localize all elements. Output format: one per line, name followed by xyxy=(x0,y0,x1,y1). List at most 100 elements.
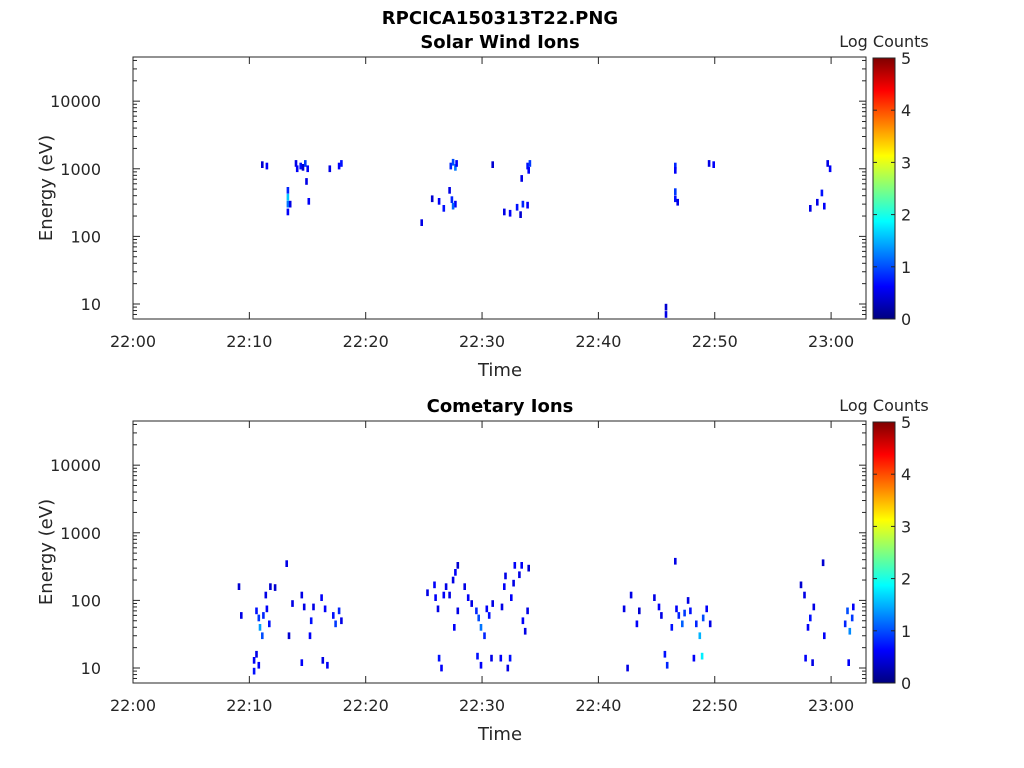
heatmap-cell-solar-wind-25 xyxy=(455,160,458,167)
heatmap-cell-cometary-99 xyxy=(708,620,712,628)
heatmap-cell-solar-wind-49 xyxy=(712,161,715,168)
colorbar-ticks-cometary: 0 1 2 3 4 5 xyxy=(873,413,911,693)
heatmap-cell-solar-wind-43 xyxy=(674,162,677,170)
heatmap-cell-cometary-76 xyxy=(626,664,629,672)
heatmap-cell-cometary-114 xyxy=(852,603,855,611)
heatmap-cell-solar-wind-51 xyxy=(816,198,819,206)
heatmap-cell-cometary-111 xyxy=(848,627,852,635)
colorbar-cometary xyxy=(872,421,896,684)
heatmap-cell-cometary-60 xyxy=(499,654,503,662)
colorbar-tick-label-cometary-3: 3 xyxy=(901,517,911,536)
heatmap-cells-cometary xyxy=(237,557,855,675)
heatmap-cell-cometary-71 xyxy=(521,617,525,625)
plot-frame-solar-wind xyxy=(132,56,867,320)
heatmap-cell-cometary-0 xyxy=(237,583,241,590)
heatmap-cell-solar-wind-20 xyxy=(437,198,441,205)
colorbar-ticks-solar-wind: 0 1 2 3 4 5 xyxy=(873,49,911,329)
heatmap-cell-solar-wind-21 xyxy=(442,205,446,212)
heatmap-cell-solar-wind-17 xyxy=(340,160,343,167)
heatmap-cell-cometary-69 xyxy=(518,571,521,579)
heatmap-cell-cometary-8 xyxy=(258,624,262,631)
heatmap-cell-solar-wind-14 xyxy=(307,198,311,205)
heatmap-cell-cometary-53 xyxy=(476,652,479,660)
y-axis-label-cometary: Energy (eV) xyxy=(36,499,57,605)
heatmap-cell-cometary-54 xyxy=(479,661,483,669)
colorbar-solar-wind xyxy=(872,57,896,320)
heatmap-cell-solar-wind-13 xyxy=(305,178,308,185)
heatmap-cell-cometary-40 xyxy=(444,583,448,590)
heatmap-cell-cometary-14 xyxy=(269,583,272,590)
heatmap-cell-cometary-3 xyxy=(252,667,256,675)
heatmap-cell-cometary-89 xyxy=(681,620,684,628)
heatmap-cell-solar-wind-33 xyxy=(528,160,532,167)
heatmap-cell-cometary-91 xyxy=(686,597,690,604)
y-axis-cometary: 10 100 1000 10000 xyxy=(50,423,866,684)
heatmap-cell-cometary-18 xyxy=(291,600,294,607)
heatmap-cell-solar-wind-2 xyxy=(286,187,290,194)
x-tick-label-cometary-2: 22:20 xyxy=(343,696,389,715)
heatmap-cell-cometary-51 xyxy=(477,614,480,622)
heatmap-cell-cometary-73 xyxy=(526,607,529,615)
colorbar-label-solar-wind: Log Counts xyxy=(839,32,929,51)
x-tick-label-solar-wind-0: 22:00 xyxy=(110,332,156,351)
plot-frame-cometary xyxy=(132,420,867,684)
heatmap-cell-solar-wind-41 xyxy=(664,303,668,311)
heatmap-cell-solar-wind-7 xyxy=(294,160,298,167)
heatmap-cell-cometary-27 xyxy=(321,657,325,664)
heatmap-cell-cometary-105 xyxy=(811,659,814,666)
heatmap-cell-cometary-42 xyxy=(453,624,456,631)
plot-area-solar-wind xyxy=(133,57,866,319)
colorbar-tick-label-solar-wind-4: 4 xyxy=(901,101,911,120)
colorbar-label-cometary: Log Counts xyxy=(839,396,929,415)
heatmap-cell-cometary-17 xyxy=(287,632,291,640)
y-tick-label-cometary-2: 1000 xyxy=(60,524,101,543)
heatmap-cell-cometary-67 xyxy=(512,579,515,587)
heatmap-cell-cometary-113 xyxy=(847,659,850,666)
heatmap-cell-cometary-50 xyxy=(475,607,478,615)
colorbar-tick-label-cometary-1: 1 xyxy=(901,622,911,641)
heatmap-cell-solar-wind-23 xyxy=(451,158,455,166)
heatmap-cell-cometary-7 xyxy=(257,614,261,622)
heatmap-cell-solar-wind-30 xyxy=(491,161,494,168)
heatmap-cell-solar-wind-27 xyxy=(450,196,454,203)
y-tick-label-cometary-3: 10000 xyxy=(50,456,101,475)
heatmap-cell-solar-wind-39 xyxy=(526,201,529,209)
heatmap-cell-solar-wind-22 xyxy=(449,162,453,170)
heatmap-cell-cometary-10 xyxy=(262,612,265,619)
heatmap-cell-cometary-4 xyxy=(255,650,258,658)
heatmap-cell-cometary-112 xyxy=(850,614,854,622)
heatmap-cell-solar-wind-35 xyxy=(503,208,506,216)
x-tick-label-cometary-6: 23:00 xyxy=(808,696,854,715)
y-tick-label-cometary-0: 10 xyxy=(81,659,101,678)
heatmap-cell-cometary-55 xyxy=(483,632,486,640)
heatmap-cell-solar-wind-29 xyxy=(451,202,455,210)
heatmap-cell-solar-wind-36 xyxy=(508,209,512,217)
heatmap-cell-cometary-93 xyxy=(692,654,696,662)
x-axis-cometary: 22:00 22:10 22:20 22:30 22:40 22:50 23:00 xyxy=(110,421,854,715)
heatmap-cell-cometary-102 xyxy=(804,654,807,662)
heatmap-cell-cometary-90 xyxy=(683,609,686,617)
heatmap-cell-cometary-43 xyxy=(456,607,460,615)
heatmap-cell-solar-wind-6 xyxy=(288,200,292,208)
heatmap-cell-cometary-16 xyxy=(285,560,288,567)
heatmap-cell-solar-wind-53 xyxy=(823,202,826,210)
heatmap-cells-solar-wind xyxy=(261,158,832,318)
colorbar-tick-label-cometary-0: 0 xyxy=(901,674,911,693)
heatmap-cell-cometary-96 xyxy=(700,652,704,660)
x-tick-label-solar-wind-1: 22:10 xyxy=(226,332,272,351)
heatmap-cell-cometary-88 xyxy=(677,612,681,619)
heatmap-cell-cometary-37 xyxy=(437,654,441,662)
x-tick-label-solar-wind-5: 22:50 xyxy=(692,332,738,351)
heatmap-cell-cometary-64 xyxy=(506,664,510,672)
heatmap-cell-cometary-74 xyxy=(527,564,530,572)
colorbar-tick-label-cometary-5: 5 xyxy=(901,413,911,432)
heatmap-cell-solar-wind-47 xyxy=(676,198,679,206)
heatmap-cell-solar-wind-19 xyxy=(430,195,434,203)
heatmap-cell-cometary-35 xyxy=(434,594,437,601)
heatmap-cell-cometary-49 xyxy=(470,600,473,607)
heatmap-cell-solar-wind-44 xyxy=(674,167,677,174)
heatmap-cell-cometary-85 xyxy=(670,624,674,631)
heatmap-cell-cometary-24 xyxy=(312,603,315,611)
heatmap-cell-cometary-23 xyxy=(309,617,313,625)
heatmap-cell-solar-wind-10 xyxy=(301,164,305,171)
